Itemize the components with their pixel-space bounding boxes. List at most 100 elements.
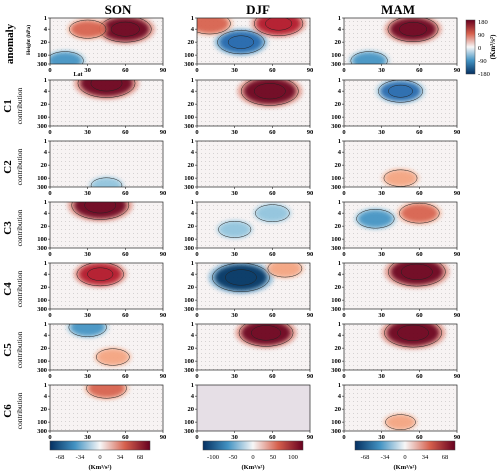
bottom-colorbar-mam: -68 -34 0 34 68 (Km³/s²) (354, 440, 456, 471)
panel-content (197, 141, 310, 187)
x-tick-label: 30 (84, 129, 91, 136)
heatmap-panel: 0 30 60 90 1 4 20 100 300 (37, 382, 166, 441)
x-tick-label: 0 (195, 312, 198, 319)
y-tick-label: 4 (191, 210, 195, 217)
anomaly-core (380, 81, 421, 102)
x-tick-label: 90 (307, 373, 314, 380)
y-tick-label: 1 (44, 138, 47, 145)
panel-frame (343, 17, 458, 65)
y-tick-label: 100 (184, 175, 194, 182)
panel-frame (196, 201, 311, 249)
contour-line (253, 83, 286, 100)
anomaly-core (256, 205, 288, 221)
contour-line (383, 169, 418, 187)
contour-line (397, 324, 429, 341)
anomaly-core (71, 20, 105, 38)
contour-line (267, 263, 303, 278)
y-tick-label: 4 (338, 393, 342, 400)
contour-line (251, 325, 282, 341)
y-tick-label: 4 (338, 26, 342, 33)
x-tick-label: 60 (269, 67, 276, 74)
row-label-anomaly: anomaly (4, 23, 16, 64)
row-label-c2: C2 (2, 160, 14, 174)
anomaly-core (241, 324, 291, 346)
panel-frame (49, 79, 164, 127)
y-tick-label: 100 (37, 358, 47, 365)
row-labels: anomaly C1 contribution C2 contribution … (2, 23, 24, 429)
y-tick-label: 20 (188, 39, 195, 46)
panel-frame (49, 384, 164, 432)
x-tick-label: 30 (231, 67, 238, 74)
y-tick-label: 4 (338, 271, 342, 278)
x-tick-label: 60 (416, 67, 423, 74)
y-tick-label: 20 (188, 345, 195, 352)
y-tick-label: 1 (191, 15, 194, 22)
panel-content (50, 263, 163, 309)
colorbar-tick-mam: 34 (422, 454, 429, 461)
contour-line (400, 263, 433, 280)
contour-line (217, 30, 265, 55)
row-sublabel-c5: contribution (15, 331, 24, 368)
y-tick-label: 300 (184, 428, 194, 435)
contour-line (254, 18, 304, 36)
heatmap-panel: 0 30 60 90 1 4 20 100 300 (37, 260, 166, 319)
y-tick-label: 300 (184, 123, 194, 130)
colorbar-tick-djf: -100 (207, 454, 219, 461)
anomaly-core (80, 80, 133, 97)
y-tick-label: 20 (41, 39, 48, 46)
anomaly-core (219, 31, 263, 53)
x-tick-label: 0 (195, 251, 198, 258)
y-tick-label: 1 (191, 382, 194, 389)
heatmap-panel: 0 30 60 90 1 4 20 100 300 (37, 15, 166, 74)
contour-line (50, 51, 84, 64)
anomaly-core (88, 385, 125, 398)
panel-frame (196, 140, 311, 188)
x-tick-label: 60 (416, 434, 423, 441)
anomaly-core (269, 263, 301, 277)
panel-content (50, 141, 163, 187)
colorbar-unit-djf: (Km³/s²) (241, 464, 264, 471)
row-label-c6: C6 (2, 404, 14, 418)
anomaly-core (352, 52, 386, 64)
panel-frame (343, 384, 458, 432)
x-tick-label: 30 (378, 373, 385, 380)
heatmap-panel: 0 30 60 90 1 4 20 100 300 (331, 260, 460, 319)
y-tick-label: 1 (338, 382, 341, 389)
contour-line (255, 204, 290, 222)
y-tick-label: 20 (188, 162, 195, 169)
colorbar-tick-mam: -34 (381, 454, 390, 461)
row-label-c5: C5 (2, 343, 14, 357)
heatmap-panel: 0 30 60 90 1 4 20 100 300 (331, 199, 460, 258)
x-tick-label: 60 (416, 373, 423, 380)
y-tick-label: 4 (44, 271, 48, 278)
x-tick-label: 30 (231, 434, 238, 441)
x-tick-label: 30 (378, 190, 385, 197)
contour-line (387, 263, 446, 287)
y-tick-label: 20 (41, 101, 48, 108)
x-tick-label: 30 (378, 67, 385, 74)
heatmap-panel: 0 30 60 90 1 4 20 100 300 (331, 15, 460, 74)
y-tick-label: 4 (44, 149, 48, 156)
row-sublabel-c3: contribution (15, 209, 24, 246)
stippling (197, 202, 310, 248)
colorbar-tick-mam: 68 (442, 454, 449, 461)
contour-line (350, 51, 388, 64)
y-tick-label: 1 (44, 321, 47, 328)
x-tick-label: 0 (342, 129, 345, 136)
panel-frame (343, 79, 458, 127)
heatmap-panel: 0 30 60 90 1 4 20 100 300 (331, 77, 460, 136)
contour-line (69, 19, 107, 39)
y-tick-label: 20 (41, 406, 48, 413)
panel-content (50, 385, 163, 431)
y-tick-label: 1 (44, 260, 47, 267)
panel-frame (49, 17, 164, 65)
colorbar-tick-son: 34 (117, 454, 124, 461)
x-tick-label: 60 (122, 190, 129, 197)
x-tick-label: 60 (269, 373, 276, 380)
y-tick-label: 300 (331, 184, 341, 191)
contour-line (240, 80, 299, 106)
anomaly-core (358, 210, 393, 228)
anomaly-core (387, 324, 440, 346)
x-tick-label: 90 (454, 190, 461, 197)
x-tick-label: 90 (160, 190, 167, 197)
